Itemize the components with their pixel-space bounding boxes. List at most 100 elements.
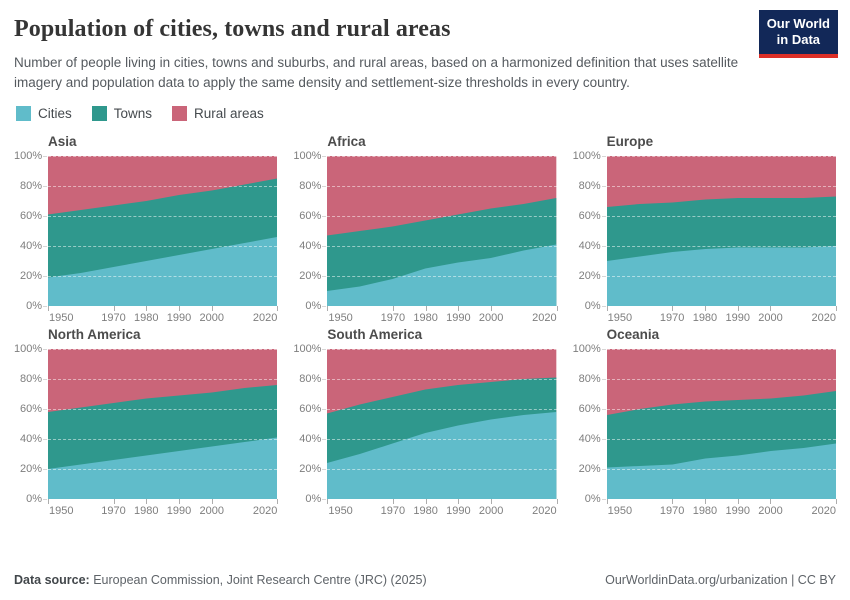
legend-item-rural-areas: Rural areas <box>172 105 264 121</box>
y-tick-mark-0 <box>43 498 47 500</box>
y-tick-label-100: 100% <box>293 342 322 355</box>
plot-south-america <box>327 348 557 499</box>
x-tick-label-1980: 1980 <box>134 504 159 517</box>
legend-label-rural-areas: Rural areas <box>194 105 264 121</box>
y-tick-label-0: 0% <box>26 299 42 312</box>
facet-north-america: North America 0% 20% 40% 60% 80% 100% 1950 1970 1… <box>14 326 279 517</box>
x-tick-mark-2000 <box>211 498 213 504</box>
owid-url-link[interactable]: OurWorldinData.org/urbanization | CC BY <box>605 573 836 587</box>
x-tick-label-2020: 2020 <box>532 311 557 324</box>
x-tick-label-2020: 2020 <box>252 504 278 517</box>
y-tick-mark-100 <box>43 348 47 350</box>
x-tick-mark-1990 <box>179 498 181 504</box>
facet-africa: Africa 0% 20% 40% 60% 80% 100% 1950 1970 1980 1990… <box>293 133 558 324</box>
stacked-area-chart-europe <box>606 155 836 306</box>
legend-swatch-rural-areas <box>172 105 188 121</box>
x-tick-label-1990: 1990 <box>446 504 471 517</box>
plot-wrap-asia: 0% 20% 40% 60% 80% 100% 1950 1970 1980 1990 2000 20… <box>14 150 279 324</box>
x-tick-mark-1970 <box>392 498 394 504</box>
y-tick-mark-0 <box>601 305 606 307</box>
y-tick-label-20: 20% <box>19 462 42 475</box>
x-tick-label-2000: 2000 <box>758 311 783 324</box>
data-source: Data source: European Commission, Joint … <box>14 573 427 587</box>
y-tick-label-40: 40% <box>299 239 322 252</box>
owid-logo-line1: Our World <box>766 16 830 31</box>
y-tick-mark-80 <box>43 378 47 380</box>
y-tick-label-40: 40% <box>19 239 42 252</box>
x-tick-mark-1990 <box>179 305 181 311</box>
facet-title-europe: Europe <box>606 133 654 149</box>
legend-swatch-towns <box>91 105 107 121</box>
x-tick-mark-2000 <box>770 498 772 504</box>
x-tick-mark-2000 <box>491 305 493 311</box>
y-tick-mark-0 <box>43 305 47 307</box>
x-tick-label-1980: 1980 <box>413 504 438 517</box>
owid-logo-line2: in Data <box>776 32 821 48</box>
owid-logo: Our World in Data <box>758 10 838 58</box>
y-tick-label-60: 60% <box>578 402 601 415</box>
y-tick-mark-40 <box>43 438 47 440</box>
area-cities <box>48 236 278 306</box>
y-tick-mark-0 <box>322 305 327 307</box>
y-tick-mark-100 <box>322 348 327 350</box>
x-tick-label-2000: 2000 <box>478 504 504 517</box>
facet-title-africa: Africa <box>327 133 366 149</box>
footer: Data source: European Commission, Joint … <box>14 573 836 587</box>
y-tick-label-80: 80% <box>19 372 42 385</box>
x-tick-mark-2020 <box>836 305 837 311</box>
y-tick-mark-40 <box>322 245 327 247</box>
y-tick-mark-20 <box>322 275 327 277</box>
plot-wrap-europe: 0% 20% 40% 60% 80% 100% 1950 1970 1980 1990 2000 20… <box>573 150 837 324</box>
y-tick-mark-60 <box>322 215 327 217</box>
y-tick-label-0: 0% <box>26 492 42 505</box>
area-cities <box>327 411 557 499</box>
plot-wrap-south-america: 0% 20% 40% 60% 80% 100% 1950 1970 1980 1990 2000 20… <box>293 343 558 517</box>
y-tick-label-60: 60% <box>19 402 42 415</box>
y-tick-label-0: 0% <box>584 299 601 312</box>
plot-asia <box>48 155 278 306</box>
plot-north-america <box>48 348 278 499</box>
x-axis-south-america: 1950 1970 1980 1990 2000 2020 <box>327 498 558 519</box>
page-title: Population of cities, towns and rural ar… <box>14 16 451 42</box>
y-tick-label-80: 80% <box>299 179 322 192</box>
x-tick-mark-1990 <box>458 498 460 504</box>
y-tick-label-80: 80% <box>19 179 42 192</box>
y-tick-label-40: 40% <box>578 432 601 445</box>
x-tick-mark-1950 <box>48 498 49 504</box>
y-tick-label-20: 20% <box>19 269 42 282</box>
y-tick-label-80: 80% <box>578 179 601 192</box>
x-tick-label-2000: 2000 <box>758 504 783 517</box>
x-tick-mark-1950 <box>327 498 329 504</box>
x-tick-mark-1980 <box>704 498 706 504</box>
x-tick-label-1950: 1950 <box>328 311 353 324</box>
x-tick-mark-1970 <box>672 498 674 504</box>
facet-title-north-america: North America <box>48 326 141 342</box>
facet-asia: Asia 0% 20% 40% 60% 80% 100% 1950 1970 1980 1990 20… <box>14 134 279 324</box>
x-tick-label-1980: 1980 <box>134 311 159 324</box>
y-tick-label-20: 20% <box>578 269 601 282</box>
x-tick-mark-1970 <box>672 305 674 311</box>
x-tick-label-1950: 1950 <box>607 311 633 324</box>
x-tick-label-2000: 2000 <box>478 311 504 324</box>
area-cities <box>606 443 836 499</box>
y-tick-label-0: 0% <box>305 492 322 505</box>
y-tick-label-40: 40% <box>19 432 42 445</box>
y-tick-label-100: 100% <box>293 149 322 162</box>
legend-swatch-cities <box>16 105 31 121</box>
x-tick-label-2020: 2020 <box>252 311 278 324</box>
area-cities <box>48 437 278 499</box>
y-tick-label-60: 60% <box>19 209 42 222</box>
y-tick-mark-100 <box>43 155 47 157</box>
y-tick-mark-20 <box>601 275 606 277</box>
x-tick-label-1990: 1990 <box>166 504 192 517</box>
y-tick-label-20: 20% <box>299 269 322 282</box>
y-tick-label-20: 20% <box>299 462 322 475</box>
facet-title-oceania: Oceania <box>606 326 660 342</box>
y-tick-label-100: 100% <box>572 149 601 162</box>
y-tick-mark-100 <box>601 155 606 157</box>
y-tick-mark-60 <box>322 408 327 410</box>
x-tick-label-2020: 2020 <box>811 504 836 517</box>
y-tick-mark-100 <box>322 155 327 157</box>
area-cities <box>327 244 557 306</box>
plot-oceania <box>606 348 836 499</box>
